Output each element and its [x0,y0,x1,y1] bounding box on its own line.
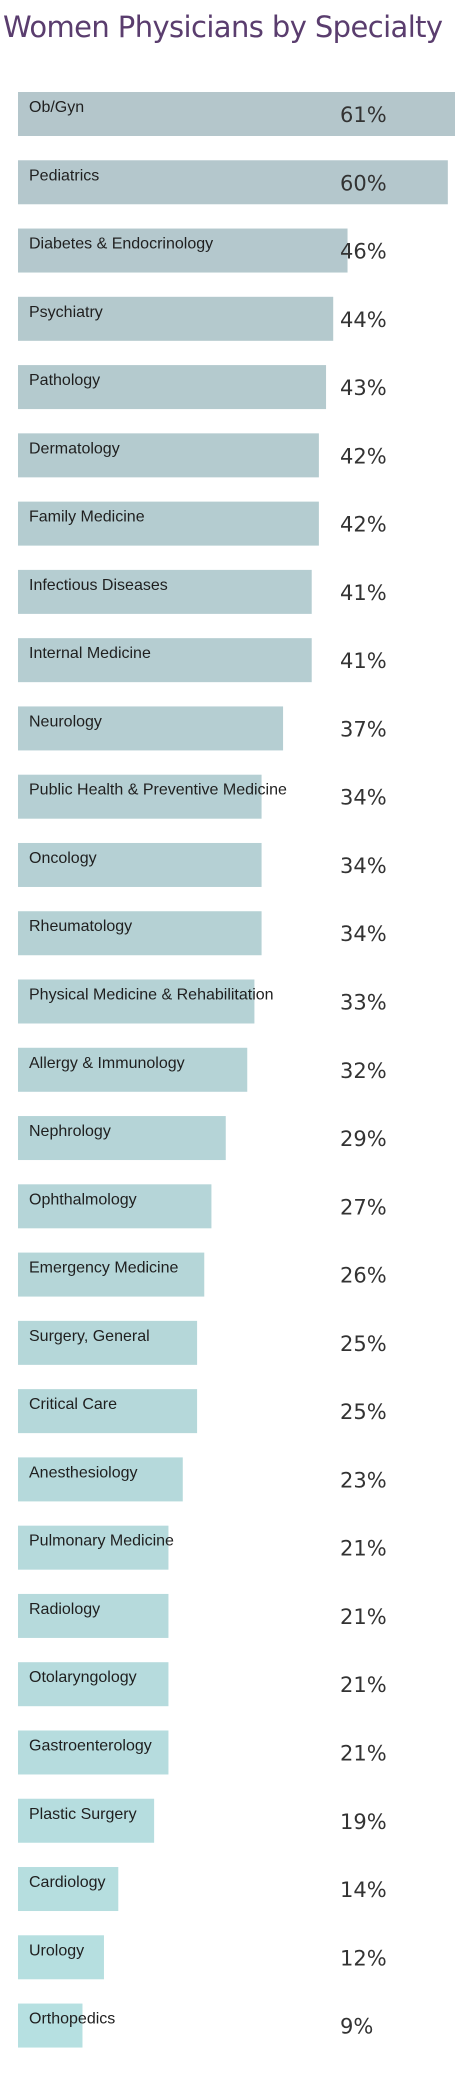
category-label: Dermatology [29,440,120,457]
bar [18,501,319,546]
value-label: 9% [340,2015,373,2039]
bar [18,92,455,136]
category-label: Family Medicine [29,509,145,526]
value-label: 34% [340,922,387,946]
value-label: 43% [340,376,387,400]
bar [18,160,448,205]
category-label: Pediatrics [29,167,99,184]
category-label: Cardiology [29,1874,105,1891]
value-label: 41% [340,581,387,605]
category-label: Rheumatology [29,918,132,935]
bar [18,1252,205,1297]
category-label: Ob/Gyn [29,99,84,116]
bar [18,569,312,614]
category-label: Pulmonary Medicine [29,1533,174,1550]
bar [18,1184,212,1229]
category-label: Nephrology [29,1123,111,1140]
bar [18,433,319,478]
category-label: Allergy & Immunology [29,1055,185,1072]
bar [18,1320,198,1365]
bar [18,1116,226,1161]
bar [18,911,262,956]
category-label: Orthopedics [29,2011,115,2028]
bar [18,1935,104,1980]
category-label: Gastroenterology [29,1737,152,1754]
bar [18,1525,169,1570]
value-label: 19% [340,1810,387,1834]
category-label: Emergency Medicine [29,1260,179,1277]
value-label: 32% [340,1059,387,1083]
value-label: 42% [340,513,387,537]
value-label: 37% [340,717,387,741]
category-label: Plastic Surgery [29,1806,137,1823]
category-label: Critical Care [29,1396,117,1413]
value-label: 21% [340,1537,387,1561]
value-label: 29% [340,1127,387,1151]
category-label: Diabetes & Endocrinology [29,236,213,253]
category-label: Ophthalmology [29,1191,137,1208]
bar [18,228,348,273]
value-label: 12% [340,1946,387,1970]
category-label: Pathology [29,372,100,389]
bar [18,1662,169,1707]
value-label: 61% [340,103,387,127]
chart-title: Women Physicians by Specialty [3,10,443,44]
value-label: 60% [340,171,387,195]
value-label: 41% [340,649,387,673]
value-label: 21% [340,1605,387,1629]
value-label: 25% [340,1400,387,1424]
value-label: 14% [340,1878,387,1902]
value-label: 21% [340,1673,387,1697]
value-label: 46% [340,240,387,264]
bar [18,638,312,683]
bar [18,296,334,341]
category-label: Psychiatry [29,304,103,321]
bar [18,1593,169,1638]
category-label: Physical Medicine & Rehabilitation [29,987,274,1004]
value-label: 44% [340,308,387,332]
category-label: Otolaryngology [29,1669,137,1686]
category-label: Public Health & Preventive Medicine [29,782,287,799]
bar [18,706,284,751]
value-label: 42% [340,444,387,468]
value-label: 34% [340,854,387,878]
value-label: 25% [340,1332,387,1356]
bar [18,2003,83,2048]
value-label: 21% [340,1741,387,1765]
value-label: 27% [340,1195,387,1219]
category-label: Urology [29,1942,84,1959]
category-label: Neurology [29,713,102,730]
bar [18,774,262,819]
category-label: Anesthesiology [29,1464,138,1481]
bar [18,1730,169,1775]
bar [18,842,262,887]
bar [18,365,327,410]
category-label: Radiology [29,1601,100,1618]
bar [18,1389,198,1434]
bar [18,1867,119,1912]
value-label: 26% [340,1264,387,1288]
value-label: 34% [340,786,387,810]
bar [18,1457,183,1502]
bar [18,979,255,1024]
value-label: 23% [340,1468,387,1492]
bar [18,1798,155,1843]
category-label: Surgery, General [29,1328,150,1345]
bar [18,1047,248,1092]
category-label: Internal Medicine [29,645,151,662]
category-label: Infectious Diseases [29,577,168,594]
category-label: Oncology [29,850,97,867]
value-label: 33% [340,991,387,1015]
